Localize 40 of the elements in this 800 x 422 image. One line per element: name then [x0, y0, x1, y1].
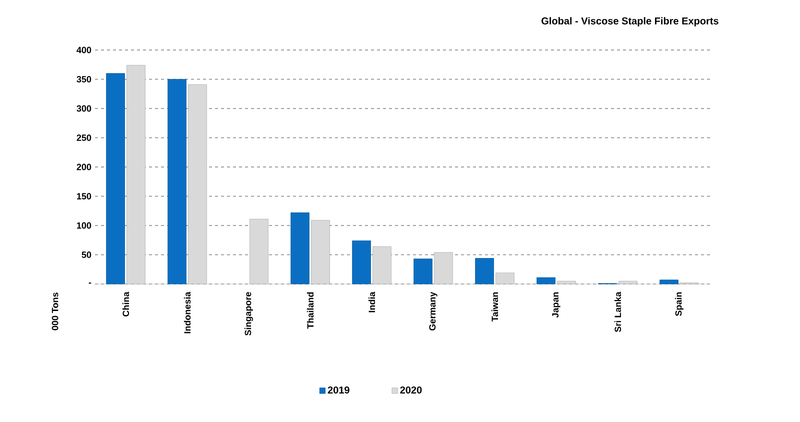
bar	[372, 246, 392, 284]
x-tick-label: China	[122, 292, 130, 316]
bar	[414, 258, 432, 284]
y-tick-label: 200	[76, 164, 92, 170]
bar	[618, 280, 638, 284]
y-tick-label: 150	[77, 193, 92, 200]
bar	[126, 65, 146, 284]
bar	[536, 277, 556, 284]
legend-label: 2020	[400, 386, 422, 394]
chart-title: Global - Viscose Staple Fibre Exports	[542, 17, 718, 26]
y-tick-label: 250	[76, 134, 92, 141]
bar	[557, 280, 576, 284]
bar	[496, 272, 514, 284]
y-axis-title: 000 Tons	[52, 292, 58, 330]
legend-label: 2019	[328, 386, 350, 394]
bar	[188, 84, 207, 284]
x-tick-label: Taiwan	[491, 292, 498, 322]
x-tick-label: Spain	[675, 292, 684, 316]
x-tick-label: Thailand	[306, 292, 314, 329]
x-tick-label: Japan	[552, 292, 560, 318]
y-tick-label: 350	[76, 76, 92, 82]
bar	[352, 240, 371, 284]
x-tick-label: Sri Lanka	[614, 292, 622, 332]
y-tick-label: 400	[76, 46, 92, 54]
y-tick-label: 100	[77, 222, 92, 229]
bar	[475, 258, 494, 284]
y-tick-label: 300	[76, 105, 92, 112]
bar	[168, 79, 186, 284]
y-tick-label: 50	[82, 252, 92, 258]
y-tick-label: -	[88, 282, 92, 284]
x-tick-label: Germany	[429, 292, 438, 330]
x-tick-label: India	[368, 292, 376, 312]
bar	[434, 252, 453, 284]
bar	[311, 220, 330, 284]
x-tick-label: Indonesia	[184, 292, 191, 334]
bar	[106, 73, 125, 284]
x-tick-label: Singapore	[244, 292, 253, 336]
bar	[660, 280, 678, 284]
bar	[250, 218, 268, 284]
bar	[290, 212, 310, 284]
